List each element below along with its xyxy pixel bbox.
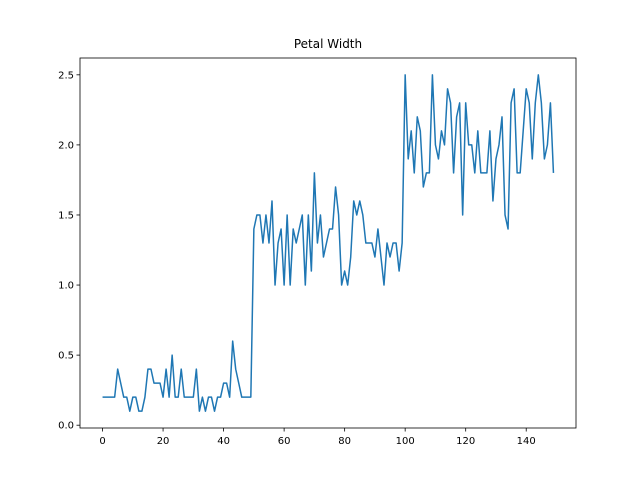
x-tick-label: 140 — [517, 436, 536, 447]
y-tick-label: 1.0 — [58, 281, 74, 292]
axes-frame — [79, 57, 577, 429]
x-tick-label: 0 — [99, 436, 105, 447]
x-tick-label: 100 — [396, 436, 415, 447]
y-tick-label: 1.5 — [58, 210, 74, 221]
y-tick-label: 0.0 — [58, 421, 74, 432]
x-tick-label: 120 — [456, 436, 475, 447]
y-axis: 0.0 0.5 1.0 1.5 2.0 2.5 — [58, 70, 80, 432]
x-tick-label: 20 — [157, 436, 170, 447]
x-tick-label: 40 — [217, 436, 230, 447]
chart-title: Petal Width — [294, 37, 362, 51]
x-tick-label: 60 — [278, 436, 291, 447]
plot-area — [102, 74, 555, 412]
series-line-0 — [102, 74, 555, 412]
y-tick-label: 2.0 — [58, 140, 74, 151]
x-tick-label: 80 — [338, 436, 351, 447]
y-tick-label: 2.5 — [58, 70, 74, 81]
y-tick-label: 0.5 — [58, 351, 74, 362]
x-axis: 0 20 40 60 80 100 120 140 — [99, 428, 536, 447]
